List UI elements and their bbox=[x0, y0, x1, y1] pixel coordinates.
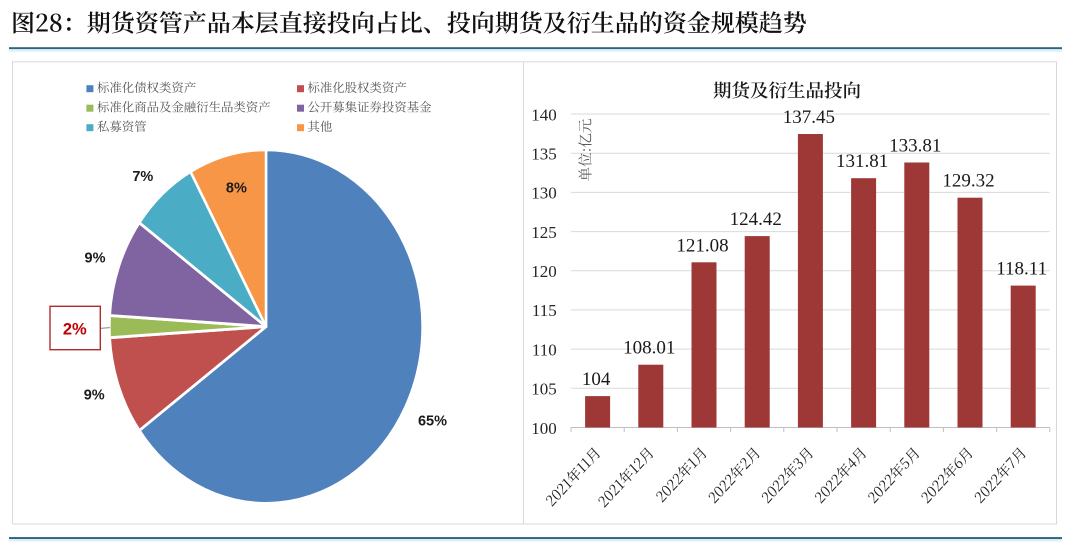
svg-text:125: 125 bbox=[531, 223, 557, 242]
svg-text:110: 110 bbox=[532, 340, 557, 359]
svg-text:118.11: 118.11 bbox=[996, 259, 1047, 280]
svg-text:137.45: 137.45 bbox=[783, 107, 835, 128]
svg-text:131.81: 131.81 bbox=[836, 151, 888, 172]
svg-text:9%: 9% bbox=[84, 388, 105, 404]
svg-text:7%: 7% bbox=[132, 169, 153, 185]
svg-text:129.32: 129.32 bbox=[942, 171, 994, 192]
svg-text:121.08: 121.08 bbox=[676, 235, 728, 256]
svg-text:133.81: 133.81 bbox=[889, 136, 941, 157]
svg-text:104: 104 bbox=[582, 369, 611, 390]
svg-text:100: 100 bbox=[531, 419, 557, 438]
svg-text:8%: 8% bbox=[226, 180, 247, 196]
svg-text:9%: 9% bbox=[85, 251, 106, 267]
svg-text:115: 115 bbox=[532, 301, 557, 320]
svg-text:140: 140 bbox=[531, 105, 557, 124]
svg-text:2%: 2% bbox=[63, 321, 87, 339]
svg-text:130: 130 bbox=[531, 184, 557, 203]
svg-text:65%: 65% bbox=[418, 414, 447, 430]
svg-text:105: 105 bbox=[531, 380, 557, 399]
svg-text:120: 120 bbox=[531, 262, 557, 281]
svg-text:124.42: 124.42 bbox=[730, 209, 782, 230]
svg-text:135: 135 bbox=[531, 144, 557, 163]
svg-text:108.01: 108.01 bbox=[623, 338, 675, 359]
